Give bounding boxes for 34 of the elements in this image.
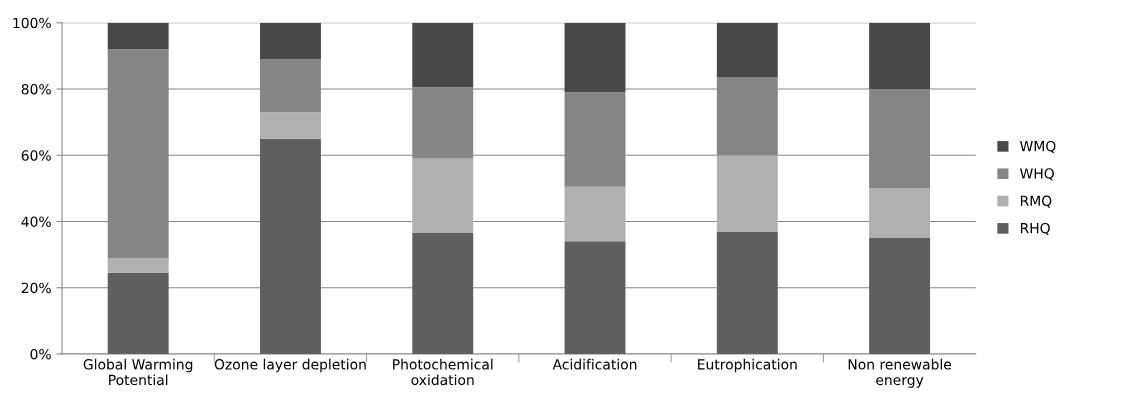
y-tick-label: 20% xyxy=(21,282,51,294)
x-tick-label: Eutrophication xyxy=(698,358,797,373)
legend-label: WHQ xyxy=(1020,168,1054,181)
bar xyxy=(564,241,626,354)
x-tick-label: Ozone layer depletion xyxy=(214,358,366,373)
y-tick-label: 80% xyxy=(21,83,51,95)
x-tick-label: Photochemical oxidation xyxy=(393,358,493,386)
bar xyxy=(564,186,626,242)
y-tick-label: 100% xyxy=(13,17,51,29)
bar xyxy=(869,238,931,354)
bar xyxy=(107,257,169,273)
bar xyxy=(260,112,321,139)
bar xyxy=(869,188,931,239)
x-tick-label: Global Warming Potential xyxy=(83,358,193,386)
bar xyxy=(869,22,931,90)
legend-label: WMQ xyxy=(1020,140,1056,153)
bar xyxy=(260,138,321,354)
x-tick-label: Acidification xyxy=(552,358,637,370)
x-tick-label: Non renewable energy xyxy=(848,358,952,388)
y-tick-label: 60% xyxy=(21,150,51,161)
y-tick-label: 40% xyxy=(21,216,51,227)
bar xyxy=(260,22,321,60)
bar xyxy=(716,231,778,354)
bar xyxy=(107,22,169,50)
bar xyxy=(716,155,778,232)
bar xyxy=(412,158,474,234)
bar xyxy=(564,22,626,93)
y-tick-label: 0% xyxy=(30,348,51,360)
legend-label: RMQ xyxy=(1020,195,1052,208)
bar xyxy=(107,272,169,354)
bar xyxy=(412,233,474,354)
legend-label: RHQ xyxy=(1020,222,1050,235)
bar xyxy=(412,22,474,88)
bar xyxy=(716,22,778,78)
